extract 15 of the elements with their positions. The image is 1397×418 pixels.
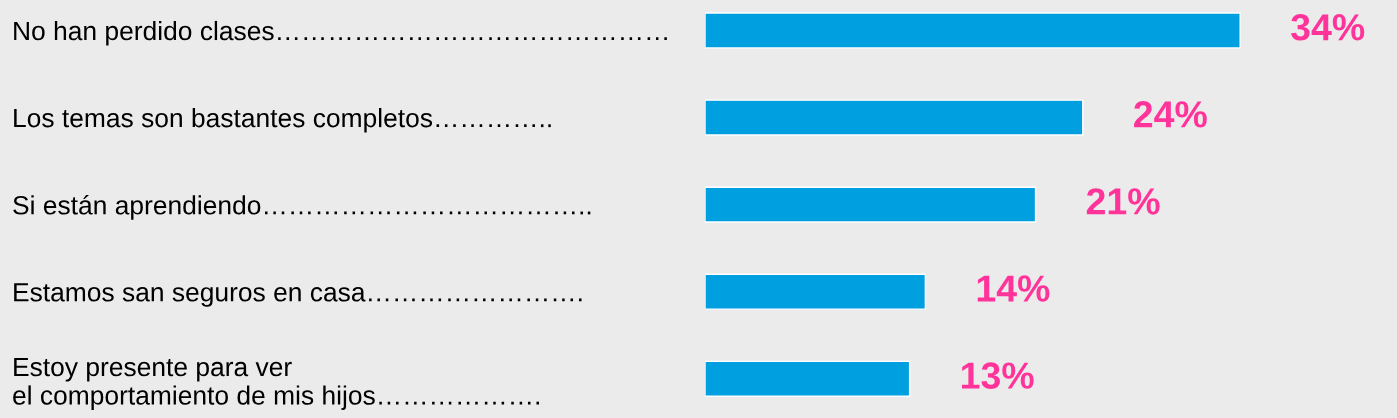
y-tick-label: Si están aprendiendo……………………………….. bbox=[13, 194, 591, 220]
y-tick-label: No han perdido clases……………………………………… bbox=[14, 20, 667, 46]
data-label: 13% bbox=[961, 362, 1034, 389]
data-label: 21% bbox=[1086, 188, 1160, 215]
bar bbox=[705, 186, 1037, 223]
data-label: 14% bbox=[977, 275, 1050, 302]
bar bbox=[705, 273, 927, 310]
y-tick-label: Estoy presente para ver el comportamiento de mis hijos………………. bbox=[13, 357, 539, 410]
data-label: 24% bbox=[1134, 101, 1207, 128]
bar bbox=[705, 12, 1241, 49]
bar bbox=[705, 99, 1084, 136]
y-tick-label: Estamos san seguros en casa……………………. bbox=[14, 283, 582, 307]
y-tick-label: Los temas son bastantes completos………….. bbox=[14, 108, 551, 133]
data-label: 34% bbox=[1291, 13, 1365, 41]
bar bbox=[705, 360, 911, 397]
